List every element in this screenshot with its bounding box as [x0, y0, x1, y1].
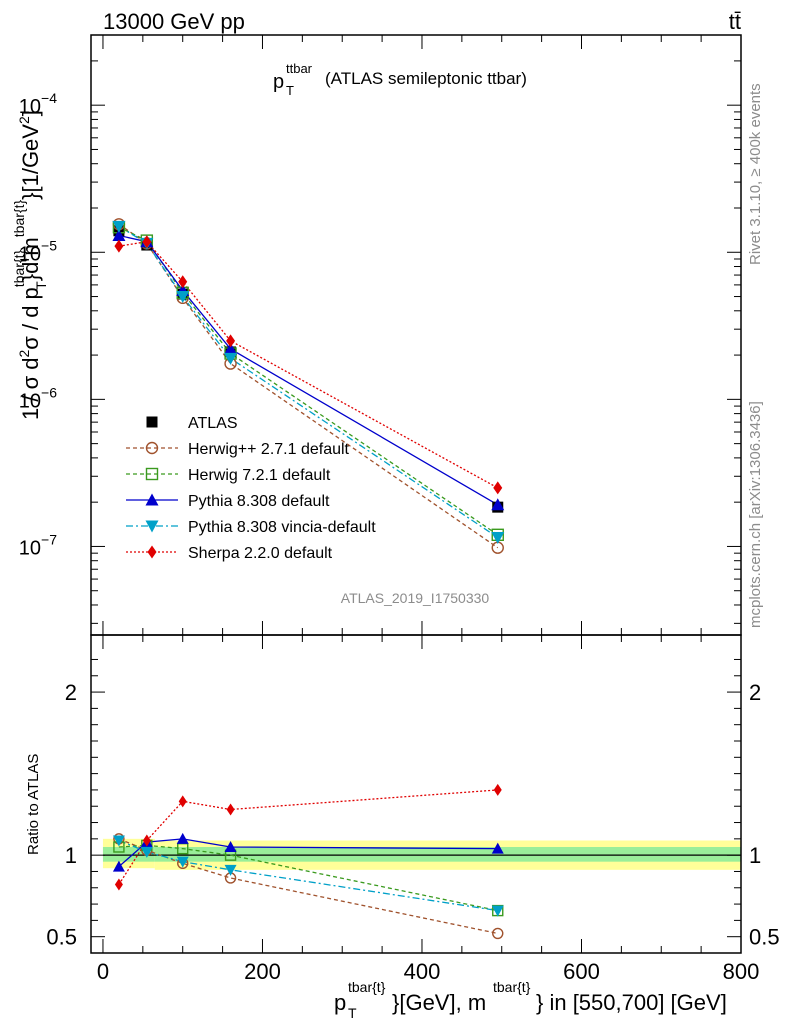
- main-series-markers: [112, 218, 505, 554]
- legend-entry-label: Sherpa 2.2.0 default: [188, 545, 333, 562]
- collision-label: 13000 GeV pp: [103, 9, 245, 34]
- legend-marker: [145, 520, 159, 533]
- legend-entry-label: ATLAS: [188, 415, 238, 432]
- ratio-y-tick-label: 1: [65, 843, 77, 868]
- ratio-uncertainty-bands: [102, 838, 741, 870]
- ratio-data-point: [140, 846, 153, 858]
- ratio-series-markers: [112, 783, 504, 940]
- ratio-y-tick-label: 2: [65, 680, 77, 705]
- x-label-end: } in [550,700] [GeV]: [536, 990, 727, 1015]
- main-data-point: [224, 352, 238, 365]
- uncertainty-band: [154, 847, 741, 862]
- ratio-y-axis-label: Ratio to ATLAS: [25, 754, 42, 855]
- x-label-sup1: tbar{t}: [348, 979, 386, 995]
- plot-title: p ttbar T (ATLAS semileptonic ttbar): [273, 61, 527, 98]
- legend-entry-label: Herwig++ 2.7.1 default: [188, 441, 350, 458]
- main-data-point: [178, 275, 188, 289]
- ratio-data-point: [114, 878, 123, 891]
- ratio-axis-ticks: [91, 658, 741, 938]
- analysis-watermark: ATLAS_2019_I1750330: [341, 590, 490, 606]
- main-data-point: [176, 291, 190, 304]
- main-data-point: [112, 220, 126, 233]
- ratio-data-point: [226, 803, 235, 816]
- ratio-y-tick-label-right: 0.5: [749, 925, 780, 950]
- main-y-tick-label: 10−5: [19, 237, 57, 265]
- ratio-data-point: [176, 856, 189, 868]
- main-y-tick-label: 10−6: [19, 384, 57, 412]
- x-tick-label: 600: [563, 959, 600, 984]
- legend-entry-label: Pythia 8.308 default: [188, 493, 330, 510]
- ratio-data-point: [112, 835, 125, 847]
- x-tick-labels: 0 200 400 600 800: [97, 959, 760, 984]
- main-data-point: [114, 239, 124, 253]
- ratio-data-point: [493, 783, 502, 796]
- main-y-tick-labels: 10−7 10−6 10−5 10−4: [19, 90, 57, 559]
- ratio-y-tick-label: 0.5: [46, 925, 77, 950]
- ratio-data-point: [176, 832, 189, 844]
- x-tick-label: 400: [404, 959, 441, 984]
- ratio-data-point: [492, 927, 504, 940]
- ratio-data-point: [224, 841, 237, 852]
- legend-entry-label: Pythia 8.308 vincia-default: [188, 519, 376, 536]
- x-label-p: p: [334, 990, 346, 1015]
- legend-marker: [145, 493, 159, 506]
- x-tick-label: 800: [723, 959, 760, 984]
- x-tick-label: 200: [244, 959, 281, 984]
- ratio-series-line: [118, 839, 498, 912]
- x-tick-label: 0: [97, 959, 109, 984]
- mcplots-label: mcplots.cern.ch [arXiv:1306.3436]: [747, 401, 764, 628]
- main-data-point: [224, 342, 238, 355]
- title-superscript: ttbar: [286, 61, 313, 76]
- legend: ATLAS Herwig++ 2.7.1 default Herwig 7.2.1 …: [126, 415, 376, 562]
- ratio-data-point: [112, 860, 125, 872]
- main-y-axis-label: 1 / σ d2σ / d ptbar{t} T}d mtbar{t}}[1/Ge…: [11, 110, 49, 420]
- main-series-line: [118, 226, 499, 536]
- ratio-y-tick-label-right: 1: [749, 843, 761, 868]
- ratio-data-point: [491, 842, 504, 854]
- main-data-point: [226, 334, 236, 348]
- legend-entry-label: Herwig 7.2.1 default: [188, 467, 331, 484]
- process-label: tt̄: [729, 9, 741, 34]
- title-text: (ATLAS semileptonic ttbar): [325, 69, 527, 88]
- ratio-y-tick-label-right: 2: [749, 680, 761, 705]
- title-subscript: T: [286, 83, 294, 98]
- ratio-data-point: [178, 795, 187, 808]
- ratio-data-point: [491, 905, 504, 917]
- ratio-data-point: [142, 834, 151, 847]
- legend-marker: [145, 441, 159, 455]
- rivet-version-label: Rivet 3.1.10, ≥ 400k events: [747, 83, 764, 265]
- x-axis-label: p tbar{t} T }[GeV], m tbar{t} } in [550,…: [334, 979, 727, 1021]
- main-data-point: [112, 229, 126, 242]
- main-series-line: [118, 234, 499, 506]
- ratio-plot-border: [90, 634, 742, 954]
- main-data-point: [142, 235, 152, 249]
- x-label-subT: T: [348, 1005, 357, 1021]
- ratio-y-tick-labels: 0.5 0.5 1 1 2 2: [46, 680, 779, 950]
- title-p: p: [273, 71, 284, 93]
- main-y-tick-label: 10−7: [19, 531, 57, 559]
- ratio-data-point: [224, 864, 237, 876]
- main-y-tick-label: 10−4: [19, 90, 57, 118]
- main-series-line: [118, 225, 499, 539]
- x-label-sup2: tbar{t}: [493, 979, 531, 995]
- ratio-series-line: [118, 844, 498, 912]
- legend-marker: [146, 416, 158, 428]
- legend-marker: [145, 467, 159, 481]
- main-data-point: [491, 498, 505, 511]
- svg-text:p: p: [273, 71, 284, 93]
- main-data-point: [493, 481, 503, 495]
- x-label-mid: }[GeV], m: [392, 990, 486, 1015]
- main-data-point: [491, 532, 505, 545]
- legend-marker: [147, 545, 157, 559]
- svg-text:1 / σ d2σ / d ptbar{t}T}d mtb: 1 / σ d2σ / d ptbar{t} T}d mtbar{t}}[1/Ge…: [11, 110, 49, 420]
- ratio-series-line: [118, 789, 498, 885]
